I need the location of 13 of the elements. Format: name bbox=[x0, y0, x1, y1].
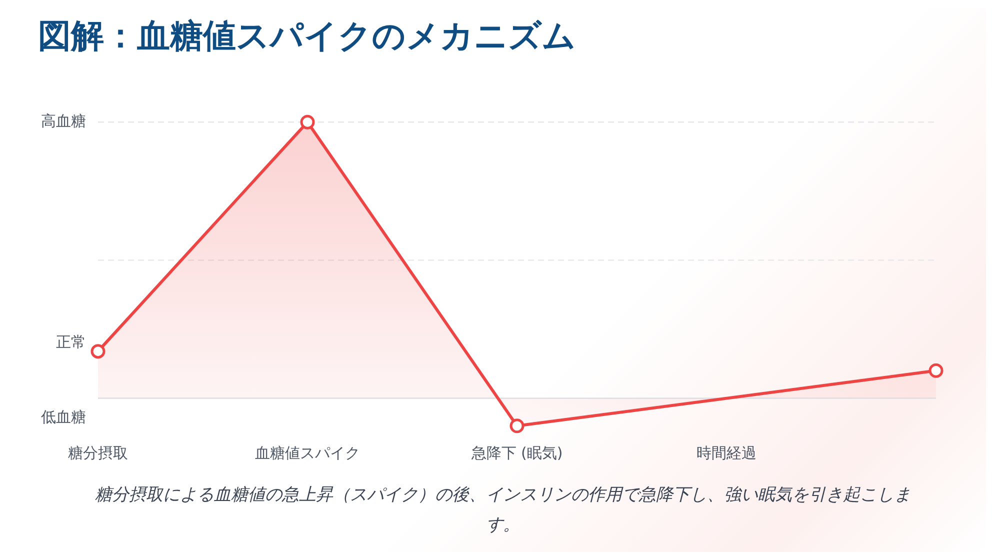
x-tick-label: 急降下 (眠気) bbox=[470, 444, 563, 462]
text: 正常 bbox=[56, 333, 86, 352]
point bbox=[928, 363, 944, 378]
text: 低血糖 bbox=[41, 408, 86, 426]
x-tick-label: 血糖値スパイク bbox=[255, 444, 360, 462]
point bbox=[510, 418, 524, 434]
text: 糖分摂取による血糖値の急上昇（スパイク）の後、インスリンの作用で急降下し、強い眠気を引き起こします。 bbox=[94, 484, 912, 537]
x-tick-label: 時間経過 bbox=[696, 444, 756, 462]
x-tick-label: 糖分摂取 bbox=[68, 444, 128, 462]
point bbox=[300, 114, 315, 130]
ref-line-label: 高血糖 bbox=[41, 112, 86, 130]
point bbox=[90, 344, 106, 359]
chart-title: 図解：血糖値スパイクのメカニズム bbox=[38, 15, 576, 57]
